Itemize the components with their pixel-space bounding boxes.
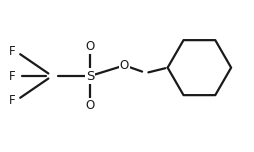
Text: F: F	[9, 94, 15, 107]
Text: S: S	[86, 69, 94, 83]
Text: F: F	[9, 69, 15, 83]
Text: O: O	[120, 59, 129, 72]
Text: F: F	[9, 45, 15, 58]
Text: O: O	[86, 99, 95, 112]
Text: O: O	[86, 40, 95, 53]
